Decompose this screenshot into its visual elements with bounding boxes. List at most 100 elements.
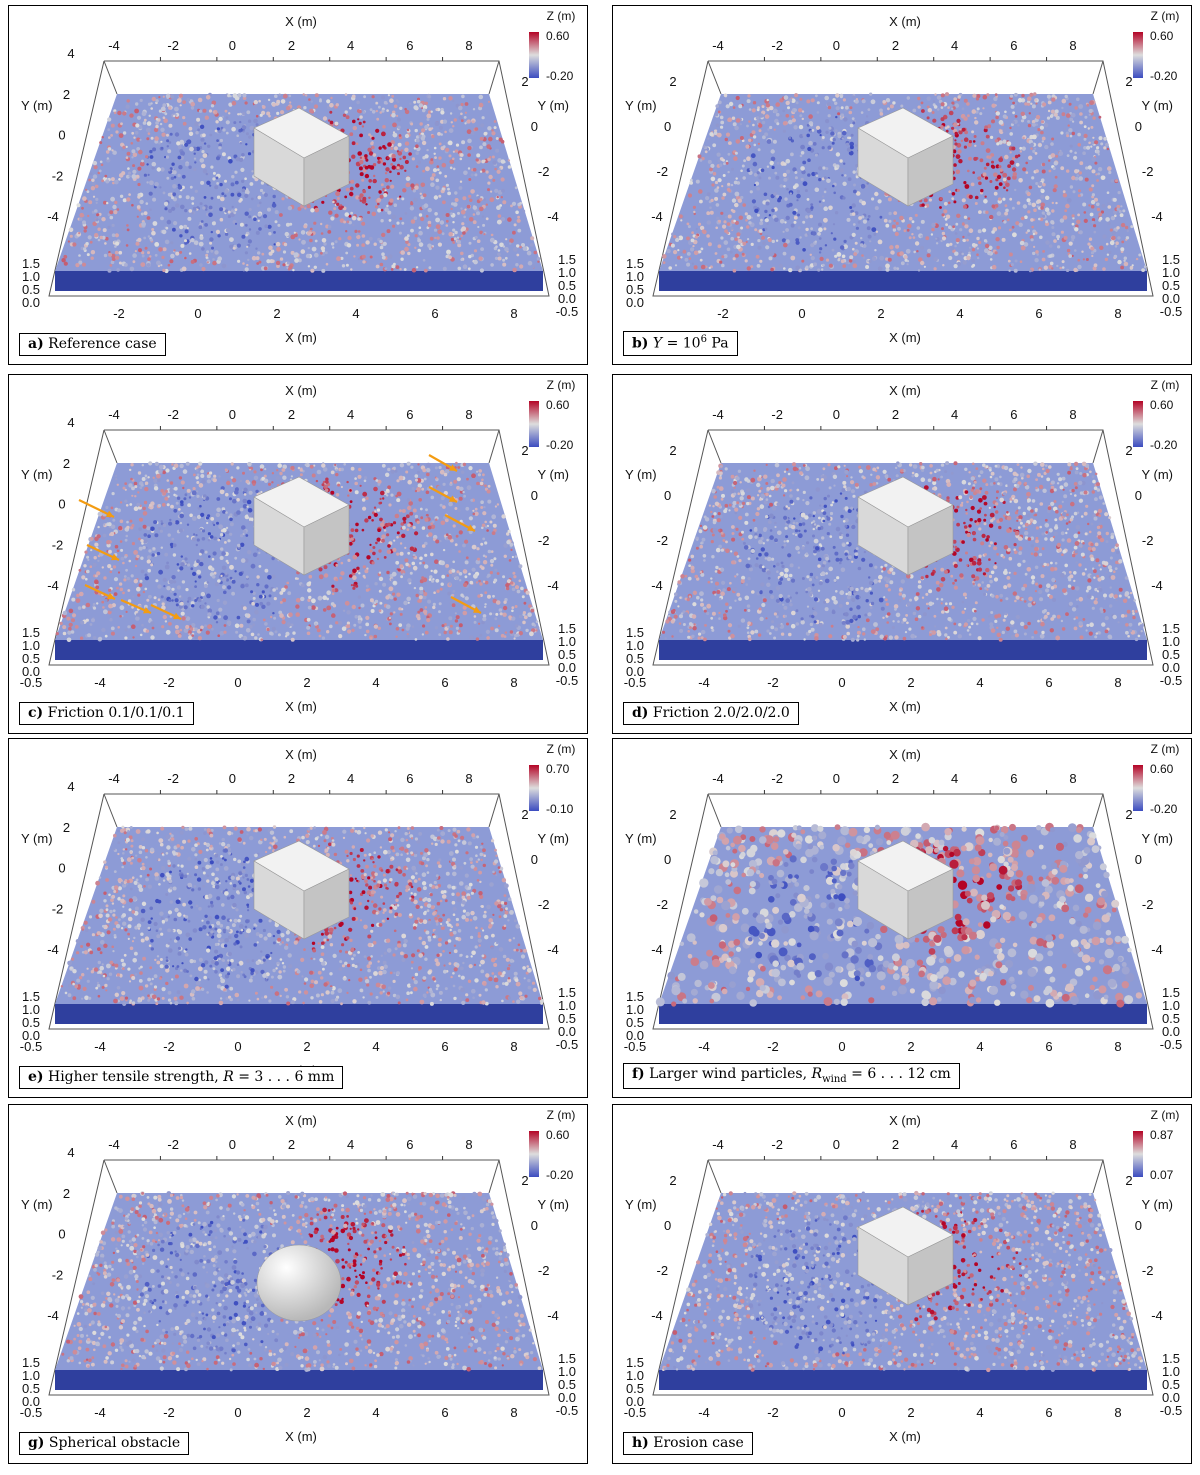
left-y-tick: -2 (657, 897, 669, 912)
top-x-tick: 0 (229, 407, 236, 422)
bounding-box-wireframe (48, 57, 550, 297)
right-y-tick: 2 (1125, 807, 1132, 822)
colorbar-min: -0.20 (546, 1168, 574, 1182)
bottom-x-tick: 6 (1035, 306, 1042, 321)
panel-h: X (m) -4 -2 0 2 4 6 8 X (m) -0.5 -4 -2 0 2 4 6 8 Y (m) 2 0 -… (612, 1104, 1192, 1464)
left-z-tick: 0.5 (626, 1015, 644, 1030)
left-y-tick: 0 (58, 128, 65, 143)
left-y-tick: 0 (58, 497, 65, 512)
colorbar-title: Z (m) (1151, 742, 1180, 756)
right-z-tick: 0.5 (1162, 647, 1180, 662)
right-z-tick: 0.0 (558, 1024, 576, 1039)
bottom-x-tick: -0.5 (624, 675, 646, 690)
colorbar: Z (m) 0.60 -0.20 (1133, 742, 1179, 816)
top-x-tick: 0 (229, 771, 236, 786)
colorbar: Z (m) 0.60 -0.20 (1133, 9, 1179, 83)
right-z-tick: 0.5 (558, 1377, 576, 1392)
right-z-tick: 1.0 (558, 1364, 576, 1379)
top-x-tick: 4 (951, 1137, 958, 1152)
panel-g: X (m) -4 -2 0 2 4 6 8 X (m) -0.5 -4 -2 0 2 4 6 8 Y (m) 4 2 0… (8, 1104, 588, 1464)
colorbar-min: -0.20 (1150, 69, 1178, 83)
right-z-tick: -0.5 (1160, 673, 1182, 688)
top-x-tick: 6 (1010, 1137, 1017, 1152)
bottom-x-tick: -2 (163, 1405, 175, 1420)
left-z-tick: 0.5 (22, 282, 40, 297)
left-y-axis-label: Y (m) (625, 467, 657, 482)
right-y-tick: -2 (1142, 164, 1154, 179)
bottom-x-tick: 8 (1114, 1405, 1121, 1420)
panel-a: X (m) -4 -2 0 2 4 6 8 X (m) -2 0 2 4 6 8 Y (m) 4 2 0 -2 -4 1.… (8, 5, 588, 365)
bottom-x-axis-label: X (m) (889, 1429, 921, 1444)
right-y-axis-label: Y (m) (537, 831, 569, 846)
bottom-x-tick: 4 (956, 306, 963, 321)
colorbar: Z (m) 0.60 -0.20 (1133, 378, 1179, 452)
panel-b: X (m) -4 -2 0 2 4 6 8 X (m) -2 0 2 4 6 8 Y (m) 2 0 -2 -4 1.5… (612, 5, 1192, 365)
top-x-tick: 4 (951, 407, 958, 422)
right-y-tick: 2 (521, 1173, 528, 1188)
top-x-tick: -4 (108, 407, 120, 422)
right-y-axis-label: Y (m) (1141, 831, 1173, 846)
top-x-tick: 8 (465, 407, 472, 422)
top-x-tick: 8 (1069, 771, 1076, 786)
bottom-x-tick: 6 (431, 306, 438, 321)
bottom-x-tick: 8 (1114, 306, 1121, 321)
top-x-tick: 6 (1010, 38, 1017, 53)
top-x-tick: -2 (771, 771, 783, 786)
colorbar-max: 0.60 (546, 1128, 570, 1142)
right-y-tick: -4 (1151, 578, 1163, 593)
caption-range: = 6 . . . 12 cm (846, 1066, 951, 1083)
right-y-tick: 2 (521, 74, 528, 89)
left-y-tick: 2 (63, 456, 70, 471)
left-y-axis-label: Y (m) (21, 831, 53, 846)
left-y-axis-label: Y (m) (625, 1197, 657, 1212)
left-y-axis-label: Y (m) (625, 98, 657, 113)
right-z-tick: 1.5 (558, 985, 576, 1000)
right-y-tick: 2 (521, 443, 528, 458)
caption-text: Reference case (48, 336, 157, 352)
bottom-x-tick: 2 (273, 306, 280, 321)
left-y-tick: 2 (669, 443, 676, 458)
left-y-tick: -4 (47, 209, 59, 224)
left-y-tick: -4 (651, 1308, 663, 1323)
right-z-tick: 0.5 (558, 278, 576, 293)
right-z-tick: 1.0 (1162, 265, 1180, 280)
left-z-tick: 1.0 (626, 638, 644, 653)
top-x-tick: -4 (108, 1137, 120, 1152)
bottom-x-tick: 4 (976, 1405, 983, 1420)
right-y-tick: -2 (1142, 533, 1154, 548)
top-x-tick: -4 (712, 1137, 724, 1152)
top-x-tick: -2 (167, 771, 179, 786)
bottom-x-tick: 2 (907, 675, 914, 690)
right-y-tick: -4 (547, 1308, 559, 1323)
panel-d: X (m) -4 -2 0 2 4 6 8 X (m) -0.5 -4 -2 0 2 4 6 8 Y (m) 2 0 -… (612, 374, 1192, 734)
top-x-tick: -4 (712, 407, 724, 422)
bottom-x-axis-label: X (m) (285, 1429, 317, 1444)
panel-h-plot: X (m) -4 -2 0 2 4 6 8 X (m) -0.5 -4 -2 0 2 4 6 8 Y (m) 2 0 -… (624, 1108, 1182, 1444)
bottom-x-tick: 6 (1045, 1405, 1052, 1420)
bottom-x-tick: -0.5 (624, 1405, 646, 1420)
left-y-tick: -4 (47, 1308, 59, 1323)
panel-caption: h) Erosion case (623, 1432, 753, 1455)
caption-text: Erosion case (653, 1435, 744, 1451)
colorbar-min: 0.07 (1150, 1168, 1174, 1182)
top-x-tick: 4 (347, 38, 354, 53)
left-y-tick: 2 (63, 1186, 70, 1201)
caption-symbol: R (811, 1066, 823, 1083)
right-y-axis-label: Y (m) (1141, 1197, 1173, 1212)
left-y-tick: -2 (52, 168, 64, 183)
top-x-tick: -2 (771, 38, 783, 53)
panel-caption: a) Reference case (19, 333, 166, 356)
top-x-tick: 2 (288, 407, 295, 422)
caption-text: Friction 0.1/0.1/0.1 (47, 705, 185, 721)
left-y-tick: -4 (651, 209, 663, 224)
left-z-tick: 1.0 (626, 1002, 644, 1017)
bottom-x-tick: -2 (717, 306, 729, 321)
top-x-tick: 6 (1010, 407, 1017, 422)
caption-text: Larger wind particles, (649, 1066, 812, 1083)
panel-letter: f) (632, 1066, 645, 1083)
panel-c-plot: X (m) -4 -2 0 2 4 6 8 X (m) -0.5 -4 -2 0 2 4 6 8 Y (m) 4 2 0… (20, 378, 578, 714)
left-z-tick: 0.5 (626, 282, 644, 297)
left-z-tick: 1.5 (626, 989, 644, 1004)
